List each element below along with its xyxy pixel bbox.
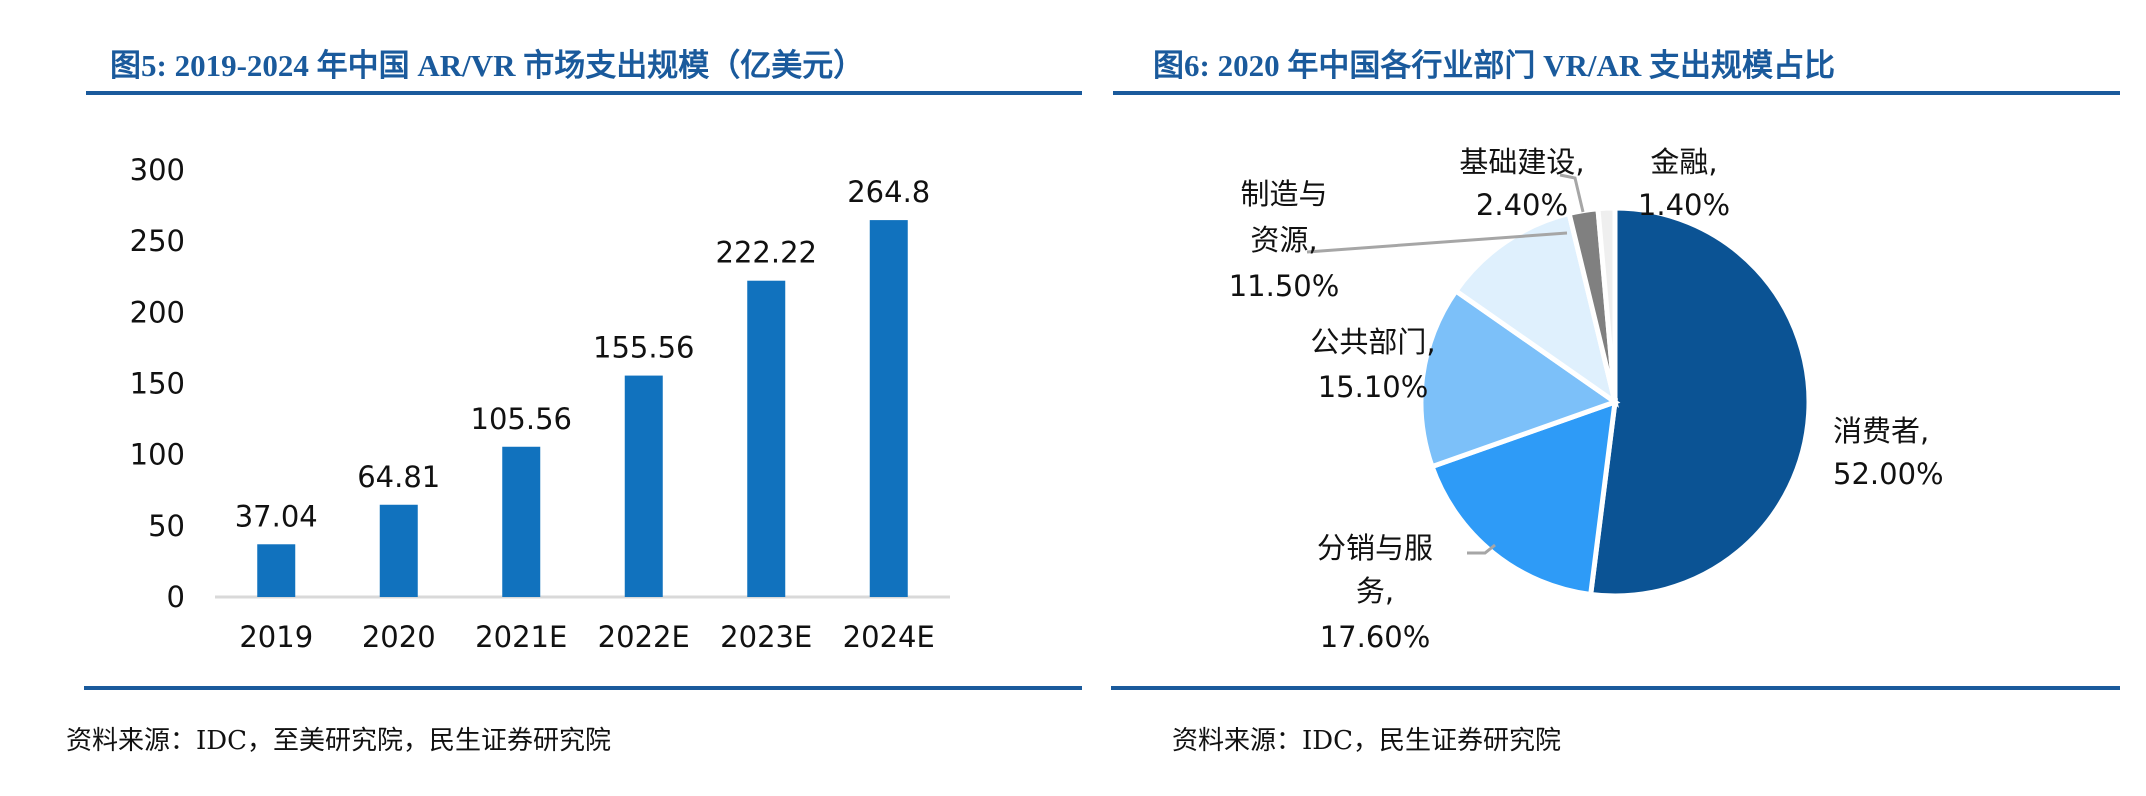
pie-slice xyxy=(1452,210,1619,408)
pie-slice-label: 52.00% xyxy=(1833,457,1944,491)
pie-slice-label: 15.10% xyxy=(1318,370,1429,404)
leader-line xyxy=(1467,543,1496,555)
pie-slice-label: 分销与服 xyxy=(1317,531,1433,565)
leader-line xyxy=(1559,173,1585,213)
bar-data-label: 264.8 xyxy=(847,175,930,209)
pie-slice xyxy=(1587,205,1812,599)
leader-line xyxy=(1306,231,1568,254)
y-tick-label: 100 xyxy=(130,438,185,472)
x-tick-label: 2020 xyxy=(362,620,436,654)
x-tick-label: 2021E xyxy=(475,620,567,654)
bar xyxy=(869,220,908,598)
y-tick-label: 300 xyxy=(130,153,185,187)
bar-data-label: 222.22 xyxy=(716,236,817,270)
left-source-note: 资料来源：IDC，至美研究院，民生证券研究院 xyxy=(66,726,612,756)
x-tick-label: 2024E xyxy=(843,620,935,654)
pie-slice-label: 制造与 xyxy=(1240,177,1327,211)
pie-slice-label: 务, xyxy=(1356,574,1394,608)
x-tick-label: 2019 xyxy=(239,620,313,654)
pie-slice xyxy=(1418,287,1621,470)
bar xyxy=(502,446,541,597)
pie-slice-label: 1.40% xyxy=(1638,188,1730,222)
bar xyxy=(747,280,786,597)
x-tick-label: 2023E xyxy=(720,620,812,654)
bar xyxy=(624,375,663,597)
pie-slice-label: 11.50% xyxy=(1229,269,1340,303)
bar-data-label: 64.81 xyxy=(357,460,440,494)
left-chart-title: 图5: 2019-2024 年中国 AR/VR 市场支出规模（亿美元） xyxy=(110,48,865,83)
y-tick-label: 150 xyxy=(130,367,185,401)
pie-slice-label: 17.60% xyxy=(1320,620,1431,654)
pie-slice-label: 2.40% xyxy=(1476,188,1568,222)
pie-slice-label: 公共部门, xyxy=(1310,325,1435,359)
bar-data-label: 37.04 xyxy=(235,499,318,533)
right-chart-title: 图6: 2020 年中国各行业部门 VR/AR 支出规模占比 xyxy=(1153,48,1835,83)
bar-data-label: 105.56 xyxy=(471,402,572,436)
pie-slice xyxy=(1428,398,1618,598)
bar xyxy=(257,544,296,597)
x-tick-label: 2022E xyxy=(598,620,690,654)
pie-slice xyxy=(1595,205,1618,403)
pie-slice-label: 金融, xyxy=(1650,145,1717,179)
right-source-note: 资料来源：IDC，民生证券研究院 xyxy=(1172,726,1562,756)
bar-data-label: 155.56 xyxy=(593,331,694,365)
pie-slice-label: 消费者, xyxy=(1833,414,1929,448)
pie-slice-label: 资源, xyxy=(1250,223,1317,257)
right-top-rule xyxy=(1113,91,2120,95)
y-tick-label: 0 xyxy=(167,580,185,614)
y-tick-label: 200 xyxy=(130,295,185,329)
pie-slice-label: 基础建设, xyxy=(1459,145,1584,179)
left-top-rule xyxy=(86,91,1082,95)
y-tick-label: 250 xyxy=(130,224,185,258)
right-bottom-rule xyxy=(1111,686,2120,690)
y-tick-label: 50 xyxy=(148,509,185,543)
bar xyxy=(379,504,418,597)
left-bottom-rule xyxy=(84,686,1082,690)
